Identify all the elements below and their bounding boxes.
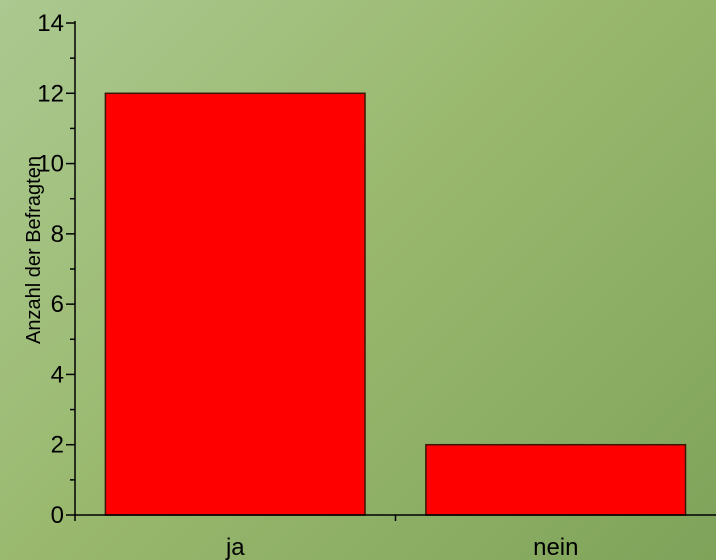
- x-tick-label-nein: nein: [533, 534, 578, 560]
- y-tick-label-4: 4: [51, 361, 64, 388]
- x-axis: ja nein: [74, 514, 716, 560]
- y-axis-title: Anzahl der Befragten: [23, 156, 45, 344]
- y-tick-label-12: 12: [37, 80, 64, 107]
- bars-group: [104, 92, 687, 516]
- y-tick-label-6: 6: [51, 291, 64, 318]
- y-tick-label-2: 2: [51, 432, 64, 459]
- x-tick-label-ja: ja: [225, 534, 245, 560]
- bar-nein: [425, 443, 687, 516]
- y-tick-label-10: 10: [37, 151, 64, 178]
- y-tick-label-0: 0: [51, 502, 64, 529]
- y-tick-label-8: 8: [51, 221, 64, 248]
- y-axis: 0 2 4 6 8 10 12 14: [37, 10, 76, 529]
- bar-ja: [104, 92, 366, 516]
- y-tick-label-14: 14: [37, 10, 64, 37]
